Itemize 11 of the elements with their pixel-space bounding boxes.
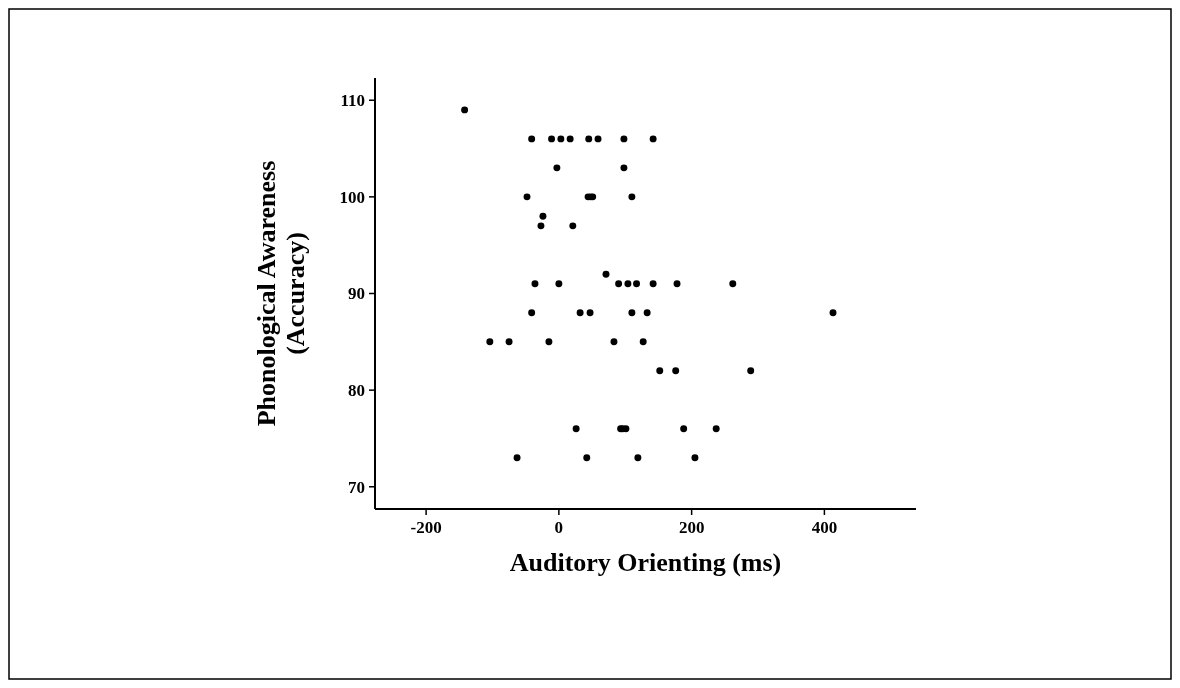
x-tick-label: 200 — [678, 518, 705, 537]
x-tick-label: 0 — [554, 518, 564, 537]
y-tick-label: 90 — [348, 284, 365, 304]
y-axis-title: Phonological Awareness (Accuracy) — [252, 160, 310, 427]
y-tick-label: 70 — [348, 477, 365, 497]
y-tick-label: 100 — [339, 187, 365, 207]
y-tick-label: 110 — [340, 91, 365, 111]
x-tick-label: -200 — [410, 518, 442, 537]
y-tick-label: 80 — [348, 381, 365, 401]
x-axis-title: Auditory Orienting (ms) — [509, 548, 782, 577]
x-tick-label: 400 — [811, 518, 838, 537]
